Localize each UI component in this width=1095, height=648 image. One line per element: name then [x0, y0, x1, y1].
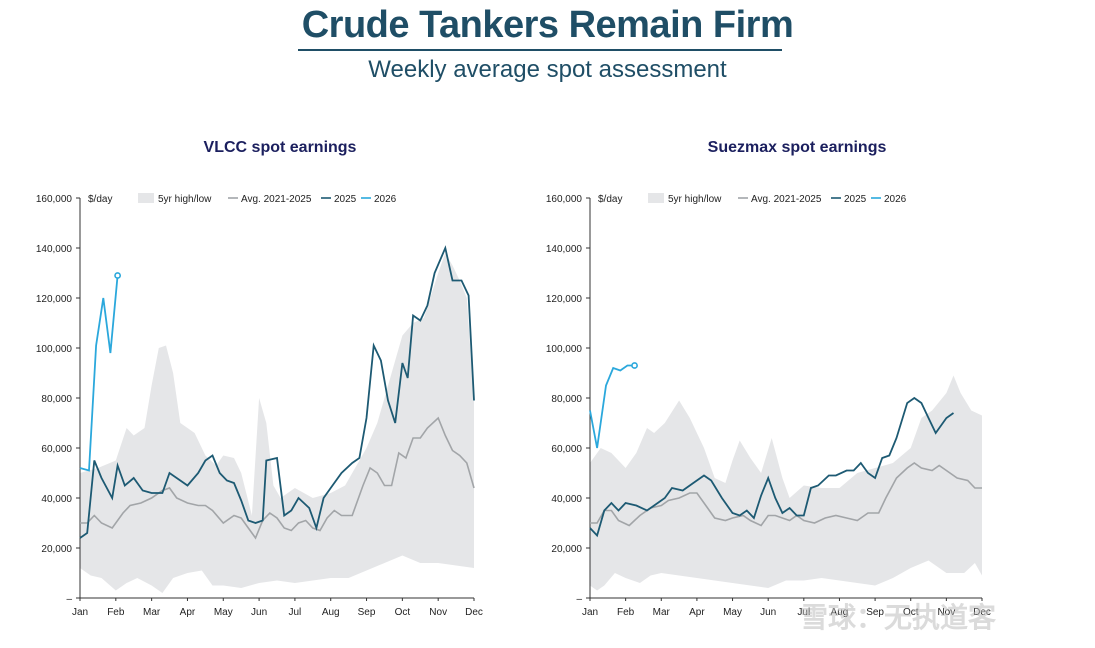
unit-label: $/day: [88, 194, 112, 205]
x-tick-label: May: [214, 607, 233, 618]
legend-band-label: 5yr high/low: [158, 194, 212, 205]
x-tick-label: Mar: [653, 607, 671, 618]
x-tick-label: Oct: [395, 607, 411, 618]
band-area: [80, 253, 474, 593]
legend-avg-label: Avg. 2021-2025: [241, 194, 312, 205]
x-tick-label: Feb: [617, 607, 635, 618]
x-tick-label: Aug: [322, 607, 340, 618]
y-tick-label: 20,000: [41, 544, 72, 555]
y-tick-label: 120,000: [36, 294, 73, 305]
x-tick-label: Apr: [180, 607, 196, 618]
series-2026-line: [589, 364, 635, 449]
x-tick-label: Feb: [107, 607, 125, 618]
title-underline: [298, 49, 782, 51]
series-avg-line: [80, 416, 475, 540]
y-tick-label: 60,000: [41, 444, 72, 455]
x-tick-label: Nov: [937, 607, 955, 618]
y-tick-label: 20,000: [551, 544, 582, 555]
unit-label: $/day: [598, 194, 622, 205]
x-tick-label: Apr: [689, 607, 705, 618]
x-tick-label: Nov: [429, 607, 447, 618]
suezmax-chart: – 20,000 40,000 60,000 80,000 100,000 120,000 1…: [546, 193, 991, 618]
legend-band-swatch: [138, 193, 154, 203]
y-tick-label: 40,000: [41, 494, 72, 505]
series-2025-line: [79, 245, 475, 539]
legend-avg-label: Avg. 2021-2025: [751, 194, 822, 205]
y-tick-label: 160,000: [546, 194, 583, 205]
x-tick-label: Dec: [973, 607, 991, 618]
x-tick-label: Jul: [797, 607, 810, 618]
x-tick-label: Sep: [358, 607, 376, 618]
legend-2026-label: 2026: [374, 194, 397, 205]
y-tick-label: 100,000: [36, 344, 73, 355]
x-tick-label: Mar: [143, 607, 161, 618]
series-avg-line: [590, 462, 982, 527]
x-tick-label: Oct: [903, 607, 919, 618]
series-2026-line: [79, 275, 119, 472]
series-2026-endpoint: [631, 362, 638, 369]
legend-2025-label: 2025: [334, 194, 357, 205]
band-area: [590, 375, 982, 591]
x-tick-label: Jun: [251, 607, 267, 618]
y-tick-label: 80,000: [551, 394, 582, 405]
page-title: Crude Tankers Remain Firm: [301, 4, 794, 46]
vlcc-chart: – 20,000 40,000 60,000 80,000 100,000 120,000 1…: [36, 193, 483, 618]
x-tick-label: Jun: [760, 607, 776, 618]
suezmax-chart-title: Suezmax spot earnings: [707, 139, 887, 156]
series-2026-endpoint: [114, 272, 122, 279]
y-tick-label: 100,000: [546, 344, 583, 355]
legend-band-label: 5yr high/low: [668, 194, 722, 205]
legend-2026-label: 2026: [884, 194, 907, 205]
y-tick-label: –: [66, 594, 72, 605]
x-tick-label: Aug: [831, 607, 849, 618]
y-tick-label: –: [576, 594, 582, 605]
y-tick-label: 140,000: [36, 244, 73, 255]
page-subtitle: Weekly average spot assessment: [368, 56, 727, 83]
x-tick-label: Jan: [582, 607, 598, 618]
x-tick-label: May: [723, 607, 742, 618]
series-2025-line: [589, 396, 955, 538]
legend-2025-label: 2025: [844, 194, 867, 205]
y-tick-label: 80,000: [41, 394, 72, 405]
y-tick-label: 40,000: [551, 494, 582, 505]
x-tick-label: Jul: [289, 607, 302, 618]
y-tick-label: 140,000: [546, 244, 583, 255]
vlcc-chart-title: VLCC spot earnings: [203, 139, 357, 156]
x-tick-label: Dec: [465, 607, 483, 618]
y-tick-label: 120,000: [546, 294, 583, 305]
y-tick-label: 160,000: [36, 194, 73, 205]
watermark-text: 雪球：无执道客: [800, 602, 997, 633]
x-tick-label: Sep: [866, 607, 884, 618]
legend-band-swatch: [648, 193, 664, 203]
y-tick-label: 60,000: [551, 444, 582, 455]
x-tick-label: Jan: [72, 607, 88, 618]
